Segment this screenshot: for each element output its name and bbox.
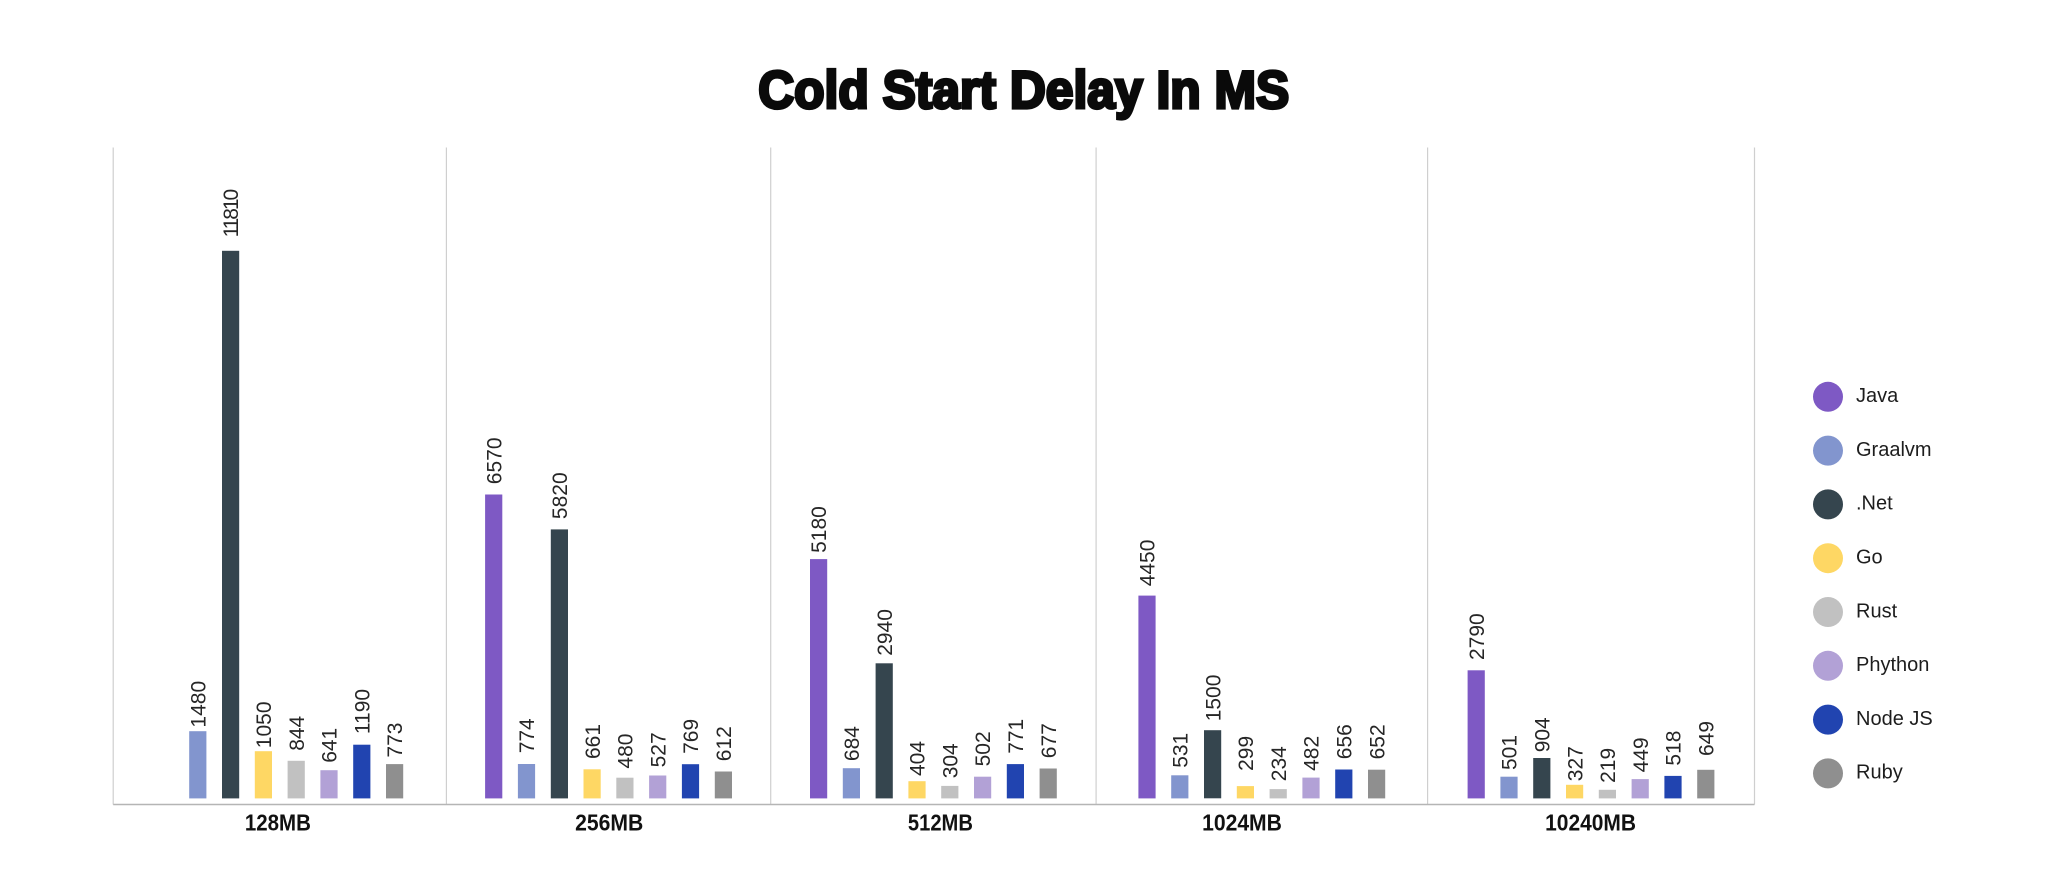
svg-text:480: 480 — [615, 734, 638, 769]
svg-text:Phython: Phython — [1856, 654, 1929, 676]
svg-text:656: 656 — [1334, 724, 1357, 759]
svg-text:527: 527 — [647, 732, 670, 767]
svg-text:1024MB: 1024MB — [1202, 810, 1282, 836]
svg-text:684: 684 — [841, 726, 864, 761]
svg-text:219: 219 — [1597, 748, 1620, 783]
svg-text:327: 327 — [1564, 746, 1587, 781]
svg-text:1480: 1480 — [187, 681, 210, 728]
svg-text:677: 677 — [1038, 723, 1061, 758]
svg-text:304: 304 — [940, 743, 963, 778]
svg-text:773: 773 — [384, 723, 407, 758]
svg-text:Graalvm: Graalvm — [1856, 439, 1932, 461]
svg-text:6570: 6570 — [483, 437, 506, 484]
svg-text:641: 641 — [319, 728, 342, 763]
svg-text:5820: 5820 — [549, 472, 572, 519]
svg-text:771: 771 — [1005, 719, 1028, 754]
svg-text:404: 404 — [907, 741, 930, 776]
svg-text:Rust: Rust — [1856, 600, 1898, 622]
svg-text:4450: 4450 — [1137, 540, 1160, 587]
svg-text:649: 649 — [1696, 721, 1719, 756]
svg-text:128MB: 128MB — [245, 810, 311, 836]
svg-text:531: 531 — [1170, 733, 1193, 768]
svg-text:234: 234 — [1268, 746, 1291, 781]
svg-text:2790: 2790 — [1466, 613, 1489, 660]
svg-text:661: 661 — [582, 724, 605, 759]
svg-text:1190: 1190 — [351, 689, 374, 734]
svg-text:Go: Go — [1856, 547, 1883, 569]
svg-text:Java: Java — [1856, 385, 1899, 407]
svg-text:482: 482 — [1301, 736, 1324, 771]
svg-text:Node JS: Node JS — [1856, 708, 1933, 730]
svg-text:299: 299 — [1235, 736, 1258, 771]
svg-text:.Net: .Net — [1856, 493, 1893, 515]
svg-text:612: 612 — [713, 726, 736, 761]
svg-text:501: 501 — [1499, 735, 1522, 770]
svg-text:Ruby: Ruby — [1856, 762, 1903, 784]
svg-text:774: 774 — [516, 718, 539, 753]
svg-text:769: 769 — [680, 719, 703, 754]
svg-text:1500: 1500 — [1202, 675, 1225, 722]
svg-text:652: 652 — [1366, 724, 1389, 759]
svg-text:256MB: 256MB — [575, 810, 643, 836]
svg-text:518: 518 — [1663, 731, 1686, 766]
svg-text:10240MB: 10240MB — [1545, 810, 1636, 836]
svg-text:2940: 2940 — [874, 609, 897, 656]
svg-text:502: 502 — [972, 731, 995, 766]
svg-text:11810: 11810 — [220, 189, 243, 237]
svg-text:1050: 1050 — [253, 701, 276, 748]
svg-text:844: 844 — [286, 715, 309, 750]
svg-text:904: 904 — [1532, 717, 1555, 752]
svg-text:512MB: 512MB — [908, 810, 973, 836]
svg-text:449: 449 — [1630, 737, 1653, 772]
svg-text:5180: 5180 — [808, 506, 831, 553]
svg-text:Cold Start Delay In MS: Cold Start Delay In MS — [758, 61, 1289, 120]
